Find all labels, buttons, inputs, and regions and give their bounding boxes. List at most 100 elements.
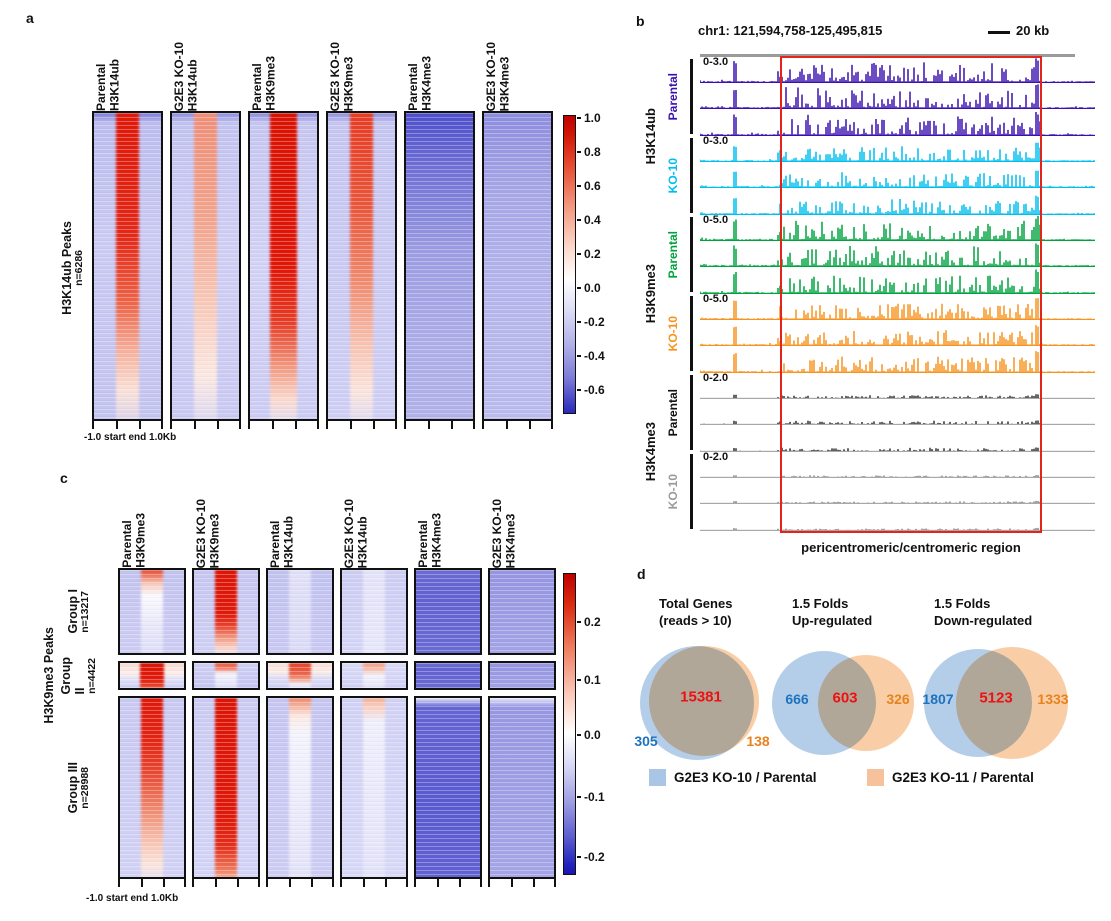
heatmap-column-g2e3-ko-10-h3k4me3: G2E3 KO-10 H3K4me3: [488, 470, 556, 888]
genome-track-h3k14ub-parental-rep3: [700, 111, 1095, 136]
heatmap-signal-stripe: [437, 570, 459, 653]
venn-title-line: 1.5 Folds: [934, 596, 991, 611]
legend-ko11: G2E3 KO-11 / Parental: [867, 769, 1034, 786]
heatmap-c-group3-g2e3-ko-10-h3k4me3: [488, 696, 556, 879]
condition-name: Parental: [666, 388, 681, 437]
heatmap-column-label: G2E3 KO-10 H3K9me3: [326, 17, 397, 111]
heatmap-x-ticks: [340, 879, 408, 888]
heatmap-c-group1-parental-h3k9me3: [118, 568, 186, 655]
tick-mark: [272, 421, 275, 429]
venn-circle-ko11-1: [649, 646, 759, 756]
heatmap-c-group3-g2e3-ko-10-h3k14ub: [340, 696, 408, 879]
colorbar-tick: [577, 389, 581, 391]
assay-name: H3K14ub: [642, 107, 658, 165]
heatmap-column-parental-h3k9me3: Parental H3K9me3: [248, 17, 319, 430]
tick-mark: [437, 879, 440, 887]
venn-title-line: 1.5 Folds: [792, 596, 849, 611]
tick-mark: [395, 421, 397, 429]
colorbar-tick-label: 0.0: [584, 728, 601, 742]
heatmap-column-label: G2E3 KO-10 H3K14ub: [340, 470, 408, 568]
heatmap-x-ticks: [414, 879, 482, 888]
venn-title-line: Up-regulated: [792, 612, 873, 628]
panel-a-col: G2E3 KO-10 H3K9me3: [326, 17, 397, 430]
heatmap-column-label: G2E3 KO-10 H3K4me3: [488, 470, 556, 568]
panel-c-group-ii-label: Group II n=4422: [59, 657, 98, 695]
venn-count-left-1: 305: [634, 733, 658, 749]
track-assay-label-h3k14ub: H3K14ub: [642, 57, 660, 215]
heatmap-signal-stripe: [215, 698, 237, 877]
venn-title-down-regulated: 1.5 Folds Down-regulated: [934, 596, 1032, 630]
genome-track-h3k4me3-parental-rep2: [700, 420, 1095, 426]
group-n: n=28988: [79, 766, 92, 809]
heatmap-a-g2e3-ko-10-h3k4me3: [482, 111, 553, 421]
heatmap-c-group3-g2e3-ko-10-h3k9me3: [192, 696, 260, 879]
heatmap-column-label-text: Parental H3K4me3: [406, 56, 434, 111]
heatmap-column-parental-h3k14ub: Parental H3K14ub: [92, 17, 163, 430]
tick-mark: [406, 879, 408, 887]
tick-mark: [141, 879, 144, 887]
venn-title-line: Down-regulated: [934, 612, 1033, 628]
tick-mark: [215, 879, 218, 887]
track-signal: [700, 142, 1095, 161]
tick-mark: [428, 421, 431, 429]
venn-title-total-genes: Total Genes (reads > 10): [659, 596, 732, 630]
condition-name: Parental: [666, 230, 681, 279]
heatmap-c-group1-parental-h3k4me3: [414, 568, 482, 655]
tick-mark: [317, 421, 319, 429]
heatmap-column-g2e3-ko-10-h3k14ub: G2E3 KO-10 H3K14ub: [340, 470, 408, 888]
tick-mark: [473, 421, 475, 429]
tick-mark: [340, 879, 342, 887]
panel-c-heatmaps: Parental H3K9me3 G2E3 KO-10 H3K9me3 Parent…: [118, 470, 556, 888]
heatmap-c-group1-parental-h3k14ub: [266, 568, 334, 655]
track-range-label: 0-5.0: [703, 214, 729, 226]
panel-b-header-line: [700, 54, 1075, 57]
heatmap-column-label: Parental H3K9me3: [248, 17, 319, 111]
group-n: n=13217: [79, 590, 92, 633]
heatmap-column-g2e3-ko-10-h3k4me3: G2E3 KO-10 H3K4me3: [482, 17, 553, 430]
genome-track-h3k14ub-ko-10-rep3: [700, 195, 1095, 215]
tick-mark: [258, 879, 260, 887]
tick-mark: [551, 421, 553, 429]
heatmap-x-ticks: [404, 421, 475, 430]
venn-title-line: (reads > 10): [659, 612, 732, 628]
track-range-label: 0-2.0: [703, 372, 729, 384]
venn-circle-ko11-3: [956, 647, 1068, 759]
panel-a-row-n: n=6286: [73, 250, 86, 286]
heatmap-column-label-text: G2E3 KO-10 H3K4me3: [490, 498, 518, 568]
heatmap-signal-stripe: [139, 663, 165, 688]
heatmap-signal-stripe: [363, 698, 385, 877]
colorbar-tick-label: -0.6: [584, 383, 605, 397]
heatmap-signal-stripe: [194, 113, 217, 419]
tick-mark: [332, 879, 334, 887]
track-signal: [733, 475, 1039, 477]
panel-a-col: Parental H3K9me3: [248, 17, 319, 430]
heatmap-column-g2e3-ko-10-h3k14ub: G2E3 KO-10 H3K14ub: [170, 17, 241, 430]
panel-c-colorbar: [563, 573, 576, 875]
track-range-label: 0-2.0: [703, 451, 729, 463]
genome-track-h3k4me3-ko-10-rep1: [700, 475, 1095, 478]
venn-count-center-2: 603: [832, 689, 858, 707]
track-baseline: [700, 239, 1095, 241]
colorbar-tick: [577, 219, 581, 221]
heatmap-column-parental-h3k4me3: Parental H3K4me3: [414, 470, 482, 888]
tick-mark: [236, 879, 239, 887]
venn-count-left-2: 666: [785, 691, 809, 707]
heatmap-x-ticks: [92, 421, 163, 430]
tick-mark: [248, 421, 250, 429]
track-condition-label-h3k4me3-ko-10: KO-10: [666, 452, 682, 531]
track-baseline: [700, 318, 1095, 320]
track-signal: [733, 527, 1039, 530]
heatmap-column-label-text: G2E3 KO-10 H3K14ub: [172, 41, 200, 111]
track-baseline: [700, 160, 1095, 162]
genome-track-h3k9me3-parental-rep3: [700, 269, 1095, 294]
venn-title-line: Total Genes: [659, 596, 733, 611]
track-baseline: [700, 345, 1095, 347]
tick-mark: [326, 421, 328, 429]
tick-mark: [450, 421, 453, 429]
panel-b-scale-label: 20 kb: [1016, 23, 1050, 38]
legend-label: G2E3 KO-10 / Parental: [674, 770, 817, 785]
colorbar-tick-label: 1.0: [584, 111, 601, 125]
heatmap-column-label-text: G2E3 KO-10 H3K4me3: [484, 41, 512, 111]
colorbar-tick-label: 0.6: [584, 179, 601, 193]
panel-c-col: G2E3 KO-10 H3K9me3: [192, 470, 260, 888]
